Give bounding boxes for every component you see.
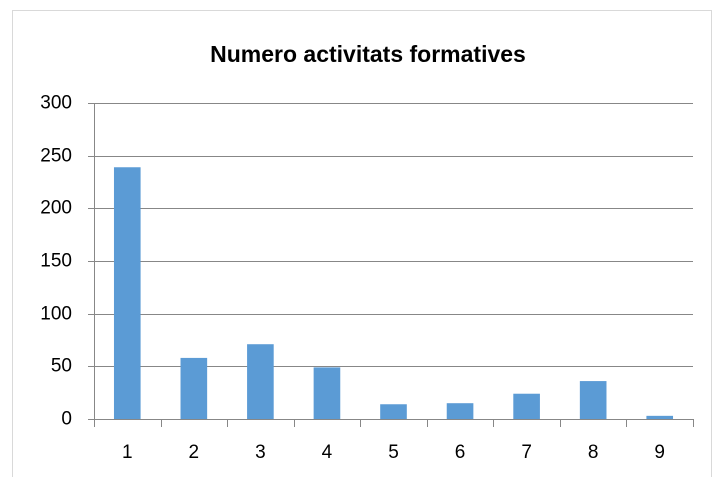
x-tick-label: 1	[122, 442, 133, 463]
bar	[180, 357, 208, 419]
y-tick-label: 300	[40, 93, 72, 114]
chart-title: Numero activitats formatives	[210, 41, 526, 67]
bar	[380, 404, 407, 419]
bar	[313, 367, 341, 419]
x-tick-label: 5	[388, 442, 399, 463]
y-tick-label: 0	[61, 409, 72, 430]
bar	[247, 344, 274, 419]
bar	[446, 403, 474, 419]
bar	[646, 415, 674, 419]
bar	[113, 167, 141, 419]
y-tick-label: 100	[40, 304, 72, 325]
y-tick-label: 250	[40, 146, 72, 167]
x-tick-label: 6	[455, 442, 466, 463]
x-tick-label: 2	[189, 442, 200, 463]
x-tick-label: 4	[322, 442, 333, 463]
x-tick-label: 7	[521, 442, 532, 463]
y-tick-label: 150	[40, 251, 72, 272]
bar	[513, 393, 540, 419]
x-tick-label: 3	[255, 442, 266, 463]
y-tick-label: 200	[40, 198, 72, 219]
y-tick-label: 50	[51, 356, 72, 377]
x-tick-label: 8	[588, 442, 599, 463]
bar	[579, 381, 607, 419]
x-tick-label: 9	[654, 442, 665, 463]
